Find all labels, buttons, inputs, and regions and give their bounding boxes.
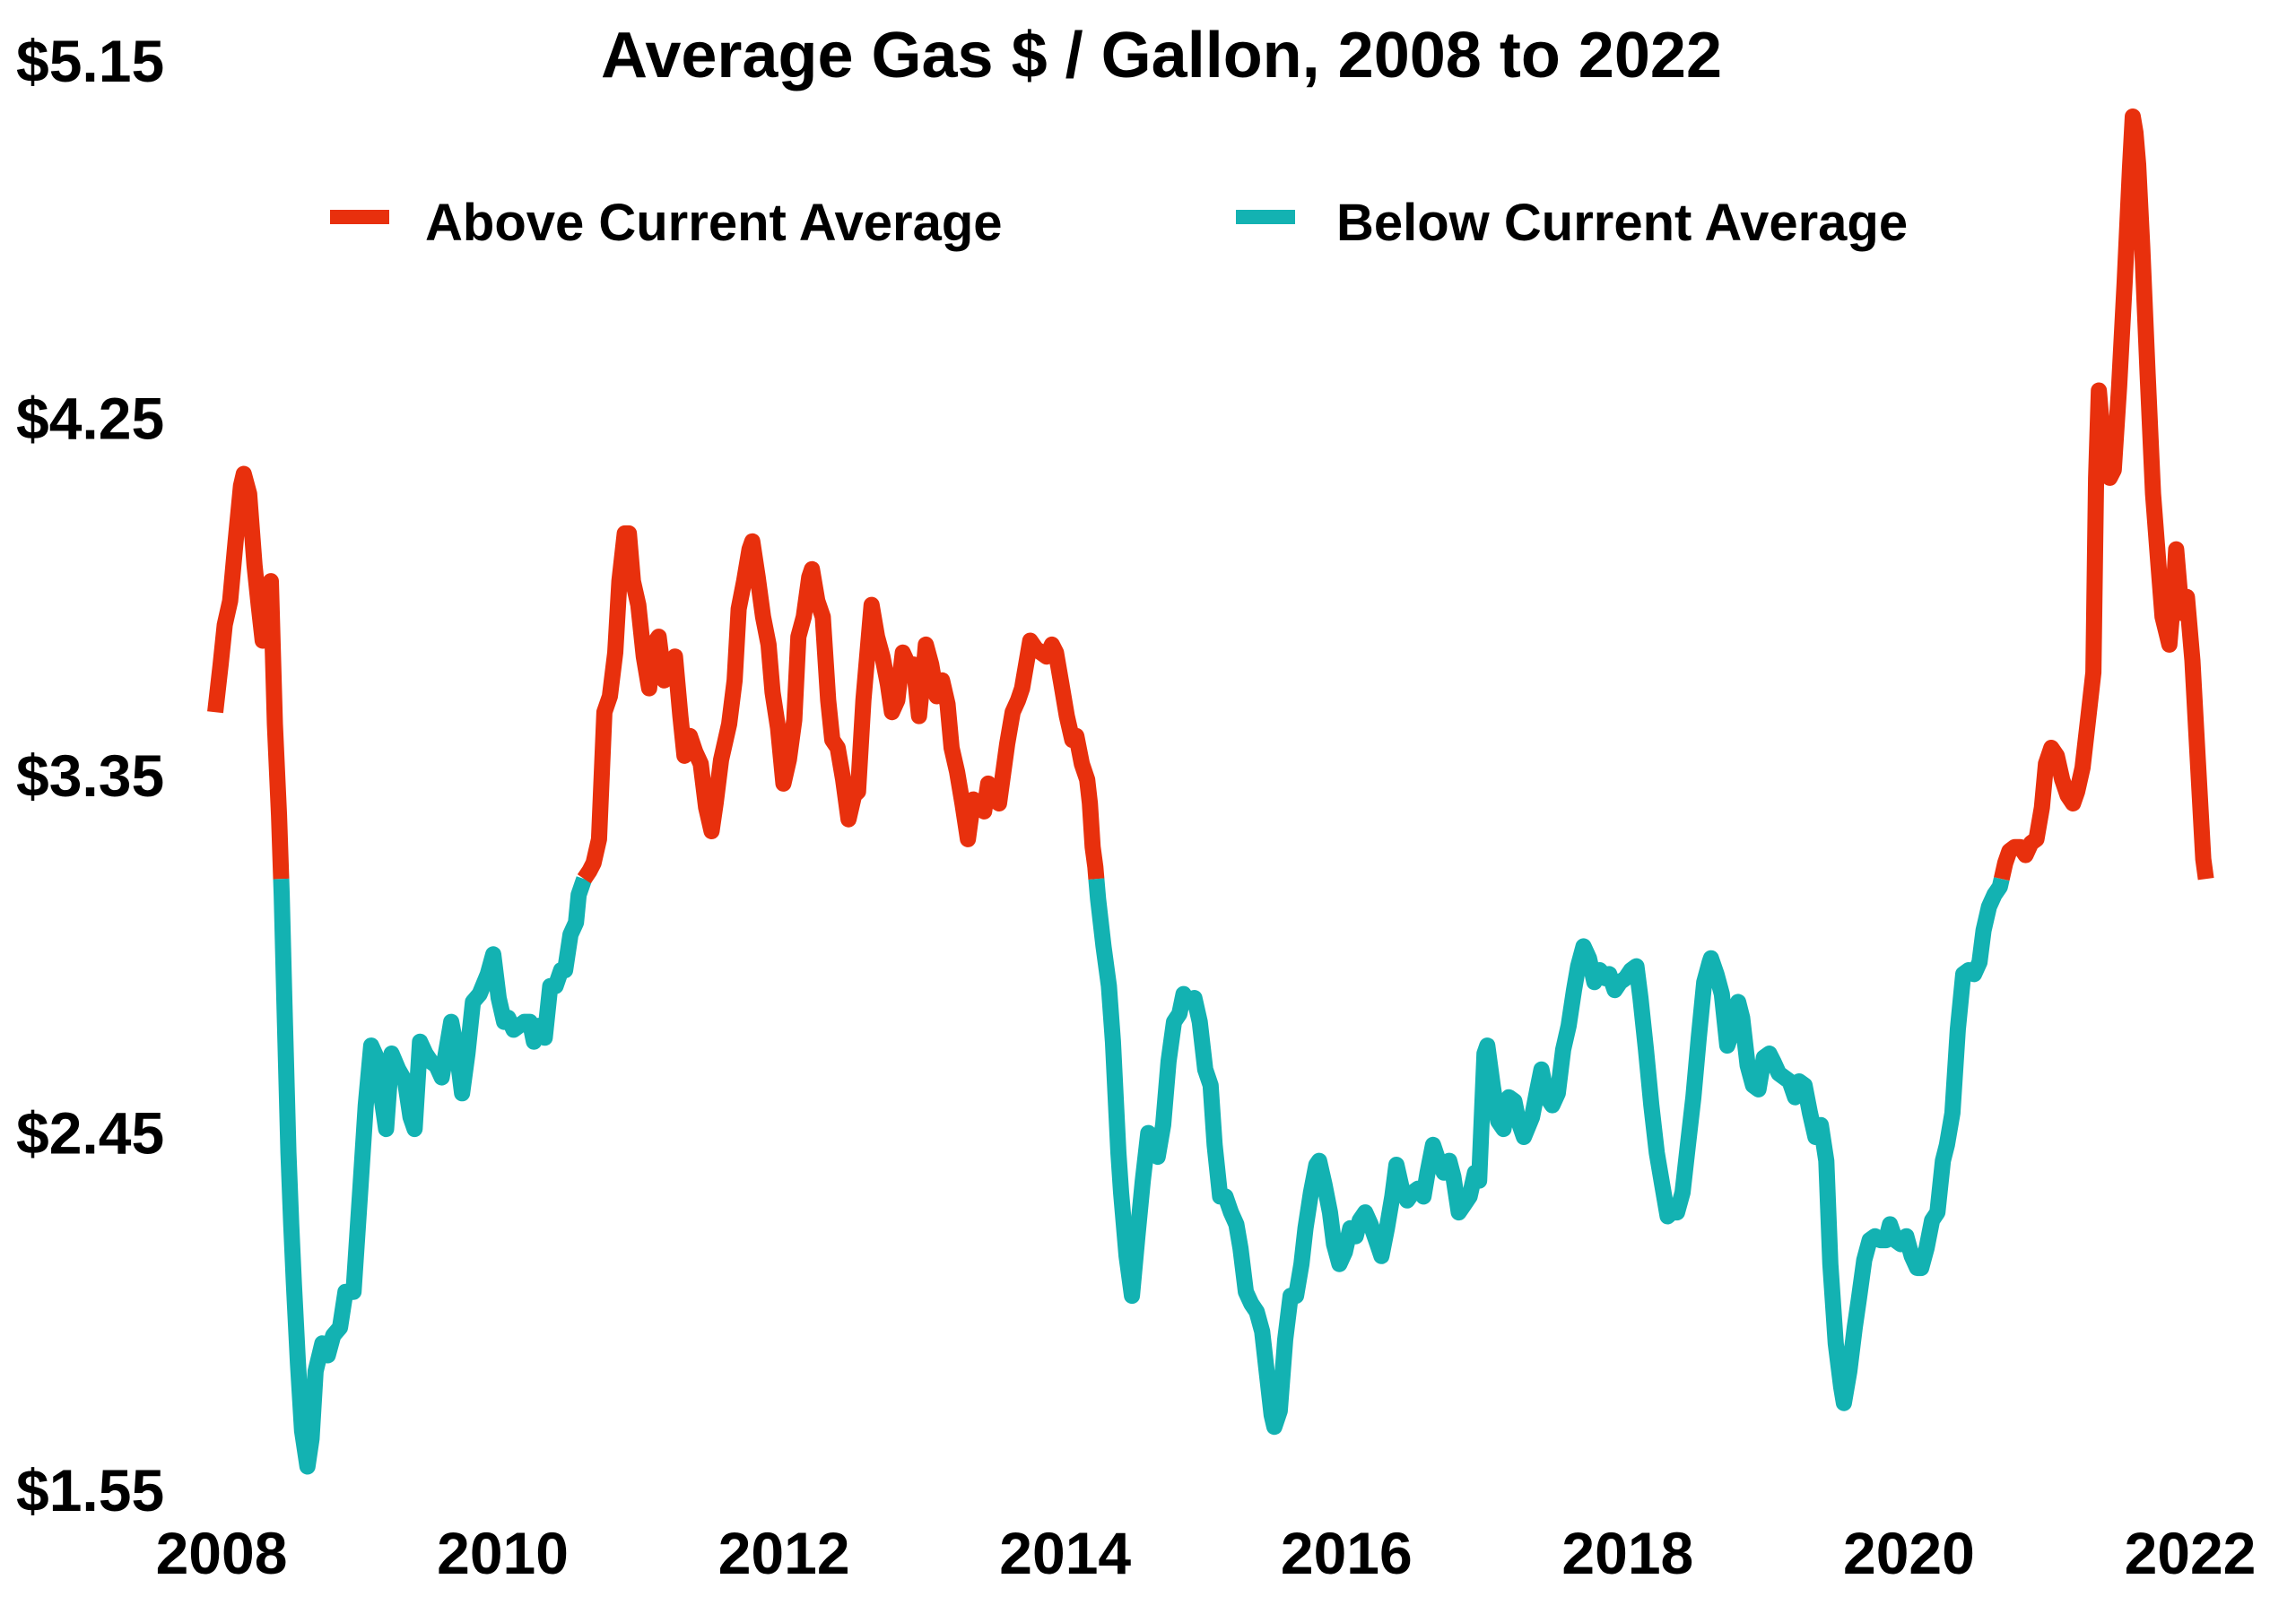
y-tick-label: $5.15 — [16, 28, 164, 94]
x-tick-label: 2020 — [1843, 1520, 1975, 1586]
x-tick-label: 2018 — [1561, 1520, 1693, 1586]
x-axis-labels: 2008 2010 2012 2014 2016 2018 2020 2022 — [156, 1520, 2257, 1586]
series-segment-below — [1088, 877, 2010, 1436]
page-title: Average Gas $ / Gallon, 2008 to 2022 — [601, 20, 1722, 91]
y-tick-label: $3.35 — [16, 742, 164, 809]
y-axis-labels: $5.15 $4.25 $3.35 $2.45 $1.55 — [16, 28, 164, 1523]
x-tick-label: 2010 — [437, 1520, 569, 1586]
series-segment-below — [273, 876, 592, 1475]
legend: Above Current Average Below Current Avera… — [330, 194, 1908, 252]
series-segment-above — [1994, 108, 2214, 881]
legend-label: Below Current Average — [1336, 194, 1908, 252]
price-line — [207, 108, 2214, 1475]
series-segment-above — [207, 465, 290, 880]
legend-swatch-below-icon — [1236, 210, 1295, 224]
y-tick-label: $2.45 — [16, 1100, 164, 1167]
x-tick-label: 2016 — [1281, 1520, 1413, 1586]
x-tick-label: 2014 — [999, 1520, 1131, 1586]
x-tick-label: 2022 — [2125, 1520, 2257, 1586]
legend-swatch-above-icon — [330, 210, 389, 224]
legend-label: Above Current Average — [425, 194, 1003, 252]
y-tick-label: $4.25 — [16, 386, 164, 452]
x-tick-label: 2012 — [718, 1520, 850, 1586]
x-tick-label: 2008 — [156, 1520, 288, 1586]
y-tick-label: $1.55 — [16, 1457, 164, 1523]
series-segment-above — [577, 525, 1105, 884]
